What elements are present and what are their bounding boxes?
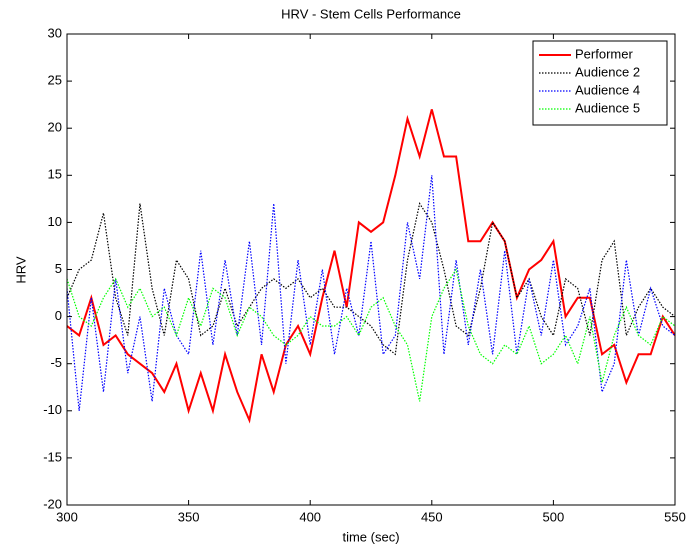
x-axis-label: time (sec) (342, 529, 399, 544)
legend-label: Performer (575, 46, 633, 61)
y-tick-label: 20 (48, 120, 62, 135)
x-tick-label: 400 (299, 509, 321, 524)
y-tick-label: -5 (50, 355, 62, 370)
legend-label: Audience 2 (575, 64, 640, 79)
y-tick-label: -15 (43, 449, 62, 464)
x-tick-label: 350 (178, 509, 200, 524)
y-tick-label: 0 (55, 308, 62, 323)
y-tick-label: 15 (48, 167, 62, 182)
y-tick-label: 30 (48, 25, 62, 40)
y-tick-label: 10 (48, 214, 62, 229)
x-tick-label: 450 (421, 509, 443, 524)
series-line (67, 109, 675, 424)
x-tick-label: 550 (664, 509, 686, 524)
chart-title: HRV - Stem Cells Performance (281, 6, 461, 21)
y-tick-label: 5 (55, 261, 62, 276)
series-line (67, 175, 675, 411)
y-axis-label: HRV (13, 256, 28, 284)
x-tick-label: 300 (56, 509, 78, 524)
legend-label: Audience 5 (575, 100, 640, 115)
y-tick-label: -20 (43, 496, 62, 511)
y-tick-label: 25 (48, 73, 62, 88)
legend-label: Audience 4 (575, 82, 640, 97)
series-line (67, 202, 675, 356)
series-line (67, 267, 675, 402)
y-tick-label: -10 (43, 402, 62, 417)
legend: Performer Audience 2 Audience 4 Audience 5 (532, 40, 668, 126)
x-tick-label: 500 (543, 509, 565, 524)
